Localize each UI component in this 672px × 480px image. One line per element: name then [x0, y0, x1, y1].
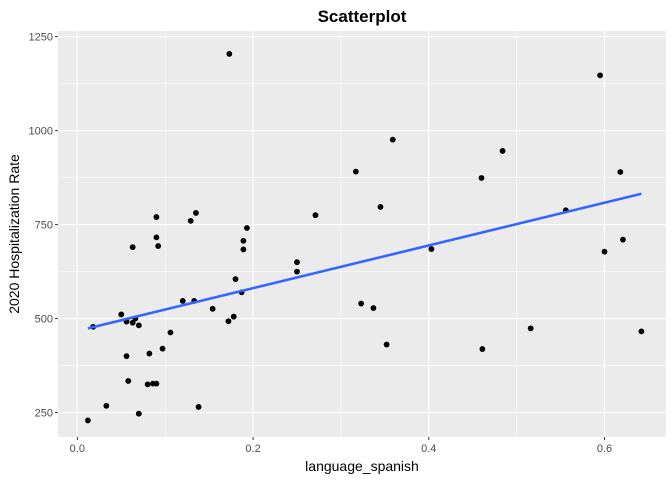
x-axis-title: language_spanish — [305, 458, 419, 474]
data-point — [601, 248, 608, 255]
data-point — [129, 319, 136, 326]
data-point — [153, 234, 160, 241]
x-axis-ticks: 0.0 0.2 0.4 0.6 — [70, 437, 612, 455]
data-point — [153, 380, 160, 387]
data-point — [129, 244, 136, 251]
data-point — [232, 276, 239, 283]
data-point — [84, 417, 91, 424]
data-point — [103, 402, 110, 409]
major-gridlines — [58, 31, 666, 437]
data-point — [230, 313, 237, 320]
data-point — [195, 404, 202, 410]
data-point — [226, 51, 233, 57]
data-point — [123, 353, 130, 360]
data-point — [499, 148, 506, 154]
data-point — [478, 175, 485, 181]
data-point — [159, 345, 166, 352]
trend-line — [87, 192, 642, 330]
data-point — [153, 214, 160, 220]
y-axis-ticks: 250 500 750 1000 1250 — [29, 32, 58, 420]
data-point — [179, 298, 186, 304]
data-point — [428, 246, 435, 252]
data-point — [312, 212, 319, 219]
data-point — [479, 346, 486, 352]
data-point — [135, 322, 142, 329]
x-tick-label: 0.6 — [597, 443, 612, 455]
y-tick-label: 500 — [35, 314, 53, 326]
data-point — [377, 204, 384, 210]
data-point — [389, 136, 396, 143]
data-point — [294, 259, 300, 266]
x-tick-label: 0.4 — [421, 443, 436, 455]
data-point — [135, 410, 142, 417]
data-point — [240, 237, 247, 244]
data-point — [187, 217, 194, 224]
data-point — [146, 350, 153, 357]
data-point — [167, 329, 174, 336]
data-point — [244, 225, 250, 231]
x-tick-label: 0.0 — [70, 443, 85, 455]
minor-gridlines — [58, 31, 666, 437]
y-tick-label: 250 — [35, 408, 53, 420]
data-point — [225, 318, 232, 325]
data-point — [144, 381, 151, 388]
data-point — [620, 236, 626, 243]
data-point — [597, 72, 604, 79]
data-point — [125, 378, 132, 384]
data-point — [193, 210, 199, 216]
data-point — [383, 341, 390, 348]
data-point — [294, 268, 300, 275]
y-tick-label: 750 — [35, 220, 53, 232]
data-point — [240, 246, 247, 253]
data-point — [118, 311, 125, 318]
data-point — [358, 300, 365, 307]
y-axis-title: 2020 Hospitalization Rate — [6, 154, 22, 314]
data-point — [352, 168, 359, 175]
data-point — [638, 328, 645, 335]
data-point — [155, 243, 162, 249]
y-tick-label: 1250 — [29, 32, 53, 44]
data-point — [617, 169, 624, 175]
data-point — [209, 305, 216, 312]
chart-title: Scatterplot — [318, 7, 407, 26]
y-tick-label: 1000 — [29, 126, 53, 138]
data-point — [370, 305, 377, 311]
data-marks — [84, 51, 645, 424]
x-tick-label: 0.2 — [245, 443, 260, 455]
data-point — [527, 325, 534, 332]
plot-panel — [58, 31, 666, 437]
